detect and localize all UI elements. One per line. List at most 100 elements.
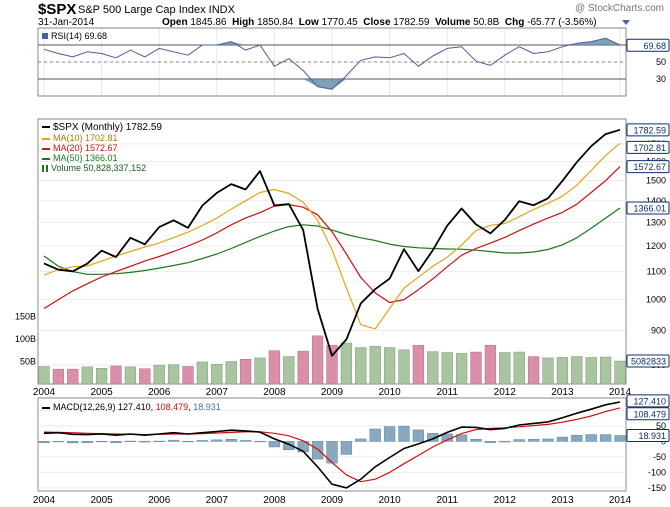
- volume-bar: [585, 357, 597, 385]
- macd-histogram-bar: [52, 441, 65, 443]
- volume-bar: [412, 345, 425, 385]
- legend-ma10-swatch: [42, 137, 50, 140]
- volume-bar: [67, 368, 79, 385]
- legend-ma10-label: MA(10) 1702.81: [53, 133, 118, 143]
- macd-histogram-bar: [211, 439, 223, 442]
- volume-bar: [167, 364, 180, 385]
- macd-histogram-bar: [340, 441, 353, 455]
- legend-ma20: MA(20) 1572.67: [42, 143, 162, 153]
- macd-histogram-bar: [95, 441, 108, 443]
- macd-histogram-bar: [542, 438, 554, 442]
- price-tick-1400: 1400: [646, 196, 666, 206]
- macd-histogram-bar: [599, 434, 612, 442]
- price-tick-1500: 1500: [646, 176, 666, 186]
- macd-tick--50: -50: [653, 452, 666, 462]
- year-label-bottom: 2011: [436, 495, 458, 506]
- year-label-top: 2009: [321, 387, 344, 398]
- volume-bar: [398, 349, 410, 385]
- quote-date: 31-Jan-2014: [38, 17, 95, 28]
- volume-bar: [326, 345, 338, 385]
- legend-volume-icon: [42, 165, 48, 173]
- rsi-legend-label: RSI(14) 69.68: [51, 31, 108, 41]
- macd-legend-swatch: [42, 406, 50, 409]
- volume-bar: [527, 356, 540, 385]
- macd-histogram-bar: [153, 440, 165, 442]
- volume-bar: [556, 357, 569, 385]
- year-label-top: 2004: [33, 387, 56, 398]
- volume-bar: [513, 351, 525, 385]
- spx-line: [43, 128, 621, 357]
- volume-bar: [283, 356, 295, 385]
- macd-histogram-bar: [196, 440, 209, 442]
- volume-bar: [196, 361, 209, 385]
- macd-histogram-bar: [556, 436, 569, 442]
- year-label-bottom: 2009: [321, 495, 344, 506]
- chg-label: Chg: [504, 17, 525, 28]
- macd-histogram-bar: [571, 434, 583, 442]
- macd-histogram-bar: [139, 441, 151, 443]
- year-label-top: 2008: [263, 387, 286, 398]
- ma50-value-tag-box: [626, 201, 670, 215]
- price-tick-900: 900: [651, 325, 666, 335]
- volume-bar: [211, 363, 223, 385]
- macd-histogram-bar: [283, 441, 295, 451]
- year-label-top: 2005: [90, 387, 113, 398]
- volume-value-tag-box: [626, 354, 670, 368]
- volume-bar: [340, 342, 353, 385]
- ma20-value-tag-box: [626, 160, 670, 174]
- price-tick-1000: 1000: [646, 295, 666, 305]
- macd-value-tag-box: [626, 394, 670, 408]
- volume-tick-50B: 50B: [20, 357, 36, 367]
- rsi-value-tag: 69.68: [643, 41, 666, 51]
- volume-bar: [254, 357, 266, 385]
- macd-legend: MACD(12,26,9) 127.410, 108.479, 18.931: [42, 402, 221, 412]
- hist-value-tag: 18.931: [638, 431, 666, 441]
- volume-bar: [95, 368, 108, 385]
- volume-bar: [124, 366, 137, 385]
- macd-histogram-bar: [585, 434, 597, 442]
- signal-value-tag: 108.479: [633, 409, 666, 419]
- year-label-top: 2006: [148, 387, 171, 398]
- signal-value-tag-box: [626, 407, 670, 421]
- low-value: 1770.45: [321, 17, 358, 28]
- close-label: Close: [363, 17, 391, 28]
- price-plot: 1700160015001400130012001100100090080015…: [15, 123, 670, 385]
- volume-bar: [441, 352, 453, 385]
- year-label-bottom: 2010: [378, 495, 401, 506]
- legend-volume: Volume 50,828,337,152: [42, 163, 162, 173]
- macd-histogram-bar: [355, 438, 367, 442]
- volume-bar: [182, 366, 194, 385]
- year-label-bottom: 2013: [551, 495, 574, 506]
- volume-value-tag: 5082833: [631, 357, 666, 367]
- price-tick-1100: 1100: [647, 267, 666, 277]
- macd-histogram-bar: [369, 428, 381, 442]
- symbol: $SPX: [38, 1, 77, 18]
- macd-histogram-bar: [254, 441, 266, 443]
- chg-value: -65.77 (-3.56%): [527, 17, 597, 28]
- rsi-tick-50: 50: [656, 57, 666, 67]
- open-value: 1845.86: [190, 17, 227, 28]
- legend-spx: $SPX (Monthly) 1782.59: [42, 123, 162, 133]
- macd-line: [43, 401, 621, 489]
- volume-bar: [153, 364, 165, 385]
- price-panel-frame: [37, 118, 627, 385]
- legend-spx-swatch: [42, 126, 50, 129]
- year-label-bottom: 2005: [90, 495, 113, 506]
- macd-histogram-bar: [383, 426, 396, 442]
- macd-histogram-bar: [470, 438, 482, 442]
- dropdown-arrow-icon[interactable]: [622, 20, 630, 25]
- legend-ma20-label: MA(20) 1572.67: [53, 143, 118, 153]
- macd-histogram-bar: [513, 439, 525, 442]
- spx-value-tag: 1782.59: [633, 125, 666, 135]
- high-value: 1850.84: [257, 17, 294, 28]
- legend-ma20-swatch: [42, 147, 50, 150]
- macd-histogram-bar: [412, 429, 425, 442]
- rsi-overbought-fill: [216, 38, 621, 45]
- macd-histogram-bar: [311, 441, 324, 460]
- macd-tick--150: -150: [648, 483, 666, 493]
- rsi-legend-icon: [42, 33, 48, 39]
- open-label: Open: [162, 17, 188, 28]
- volume-bar: [225, 361, 237, 385]
- macd-legend-signal: 108.479: [155, 402, 189, 412]
- macd-tick-50: 50: [656, 421, 666, 431]
